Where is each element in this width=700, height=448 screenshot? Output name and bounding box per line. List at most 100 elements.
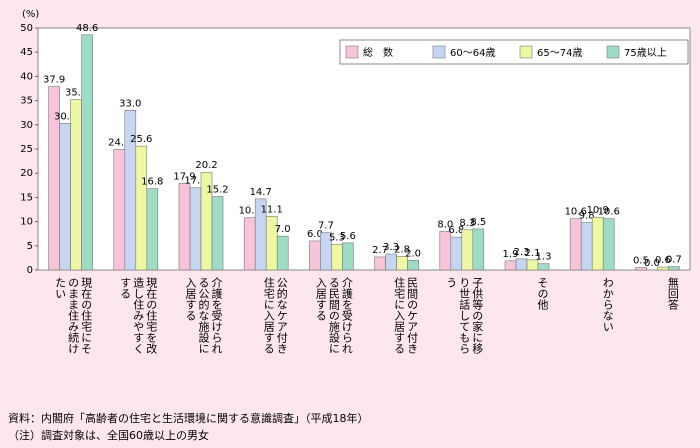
value-label: 8.0	[437, 219, 453, 230]
value-label: 14.7	[250, 187, 272, 198]
bar	[113, 149, 126, 271]
value-label: 17.0	[184, 176, 206, 187]
bar	[504, 260, 517, 271]
bar	[59, 123, 71, 271]
value-label: 9.8	[579, 211, 595, 222]
value-label: 2.7	[372, 245, 388, 256]
value-label: 1.9	[503, 249, 519, 260]
x-tick-label: 子供等の家に移り世話してもらう	[444, 277, 484, 354]
bar	[189, 187, 202, 271]
value-label: 37.9	[43, 75, 65, 86]
y-tick-label: 35	[20, 96, 33, 107]
legend-box	[339, 39, 689, 65]
bar	[591, 216, 604, 271]
value-label: 1.3	[536, 252, 552, 263]
value-label: 10.9	[587, 205, 609, 216]
legend-swatch	[345, 45, 359, 59]
value-label: 8.3	[459, 218, 475, 229]
value-label: 25.6	[130, 134, 152, 145]
y-tick-label: 20	[20, 168, 33, 179]
source-note: 資料：内閣府「高齢者の住宅と生活環境に関する意識調査」（平成18年）	[8, 412, 369, 425]
value-label: 5.3	[329, 232, 345, 243]
bar	[602, 218, 615, 271]
bar	[450, 236, 463, 271]
y-tick-label: 5	[27, 241, 33, 252]
bar	[407, 260, 419, 271]
y-tick-label: 50	[20, 23, 33, 34]
value-label: 0.5	[633, 256, 649, 267]
bar	[635, 267, 647, 271]
legend-label: 65〜74歳	[537, 47, 582, 59]
x-tick-label: 公的なケア付き住宅に入居する	[262, 277, 289, 354]
value-label: 2.1	[525, 248, 541, 259]
value-label: 10.6	[565, 207, 587, 218]
y-tick-label: 30	[20, 120, 33, 131]
bar	[70, 99, 82, 271]
value-label: 2.3	[514, 247, 530, 258]
value-label: 33.0	[119, 98, 141, 109]
bar	[276, 235, 289, 271]
y-tick-label: 45	[20, 47, 33, 58]
value-label: 20.2	[195, 160, 217, 171]
value-label: 11.1	[261, 204, 283, 215]
bar	[135, 145, 148, 271]
value-label: 48.6	[76, 23, 98, 34]
bar	[331, 244, 343, 271]
x-tick-label: 民間のケア付き住宅に入居する	[392, 277, 419, 354]
bar	[309, 240, 321, 271]
legend-swatch	[606, 45, 620, 59]
bar	[439, 230, 452, 271]
bar	[515, 258, 528, 271]
footnote: （注）調査対象は、全国60歳以上の男女	[8, 429, 209, 442]
y-tick-label: 40	[20, 71, 33, 82]
value-label: 6.0	[307, 229, 323, 240]
legend-swatch	[519, 45, 533, 59]
value-label: 15.2	[206, 184, 228, 195]
value-label: 17.9	[173, 171, 195, 182]
bar	[472, 228, 485, 271]
x-tick-label: 無回答	[666, 277, 680, 310]
x-tick-label: わからない	[601, 277, 615, 332]
y-unit: (%)	[22, 9, 39, 20]
x-tick-label: 介護を受けられる公的な施設に入居する	[184, 277, 223, 354]
value-label: 6.8	[448, 225, 464, 236]
bar	[537, 263, 550, 271]
value-label: 7.7	[318, 221, 334, 232]
bar	[342, 242, 354, 271]
bar	[211, 196, 224, 271]
value-label: 3.3	[383, 242, 399, 253]
value-label: 0.0	[644, 258, 660, 269]
value-label: 7.0	[275, 224, 291, 235]
value-label: 2.0	[405, 248, 421, 259]
x-tick-label: その他	[536, 277, 549, 310]
x-tick-label: 現在の住宅を改造し住みやすくする	[118, 277, 158, 354]
value-label: 0.6	[655, 255, 671, 266]
x-tick-label: 介護を受けられる民間の施設に入居する	[314, 277, 354, 354]
value-label: 30.3	[54, 111, 76, 122]
legend-label: 総 数	[363, 46, 393, 59]
legend-swatch	[432, 45, 446, 59]
bar	[580, 222, 593, 271]
y-tick-label: 10	[20, 217, 33, 228]
value-label: 10.6	[598, 207, 620, 218]
bar	[374, 256, 386, 271]
bar	[81, 34, 93, 271]
y-tick-label: 25	[20, 144, 33, 155]
value-label: 16.8	[141, 177, 163, 188]
y-tick-label: 15	[20, 192, 33, 203]
y-tick-label: 0	[27, 265, 33, 276]
value-label: 0.7	[666, 255, 682, 266]
bar	[657, 266, 669, 271]
bar	[243, 217, 256, 271]
bar	[461, 229, 474, 271]
value-label: 10.8	[239, 206, 261, 217]
bar	[178, 183, 191, 271]
bar	[385, 253, 397, 271]
value-label: 24.9	[108, 137, 130, 148]
legend-label: 75歳以上	[624, 47, 667, 59]
bar	[146, 188, 159, 271]
x-tick-label: 現在の住宅にそのまま住み続けたい	[53, 277, 93, 354]
bar	[668, 266, 680, 271]
value-label: 8.5	[470, 217, 486, 228]
